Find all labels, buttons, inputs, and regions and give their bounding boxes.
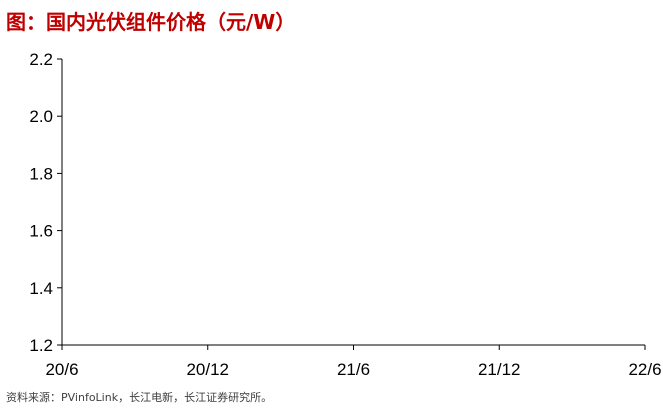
y-tick-label: 1.6 xyxy=(29,222,53,241)
y-tick-label: 1.8 xyxy=(29,164,53,183)
y-tick-label: 1.2 xyxy=(29,336,53,355)
y-tick-label: 1.4 xyxy=(29,279,53,298)
x-tick-label: 20/12 xyxy=(186,360,229,379)
source-note: 资料来源：PVinfoLink，长江电新，长江证券研究所。 xyxy=(6,391,273,404)
x-tick-label: 21/6 xyxy=(337,360,370,379)
x-tick-label: 22/6 xyxy=(628,360,661,379)
x-tick-label: 21/12 xyxy=(478,360,521,379)
y-tick-label: 2.0 xyxy=(29,107,53,126)
x-tick-label: 20/6 xyxy=(45,360,78,379)
y-tick-label: 2.2 xyxy=(29,50,53,69)
chart-title: 图：国内光伏组件价格（元/W） xyxy=(6,10,296,34)
